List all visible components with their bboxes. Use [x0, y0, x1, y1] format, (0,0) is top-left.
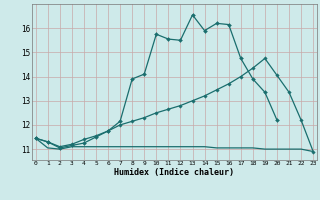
X-axis label: Humidex (Indice chaleur): Humidex (Indice chaleur)	[115, 168, 234, 177]
